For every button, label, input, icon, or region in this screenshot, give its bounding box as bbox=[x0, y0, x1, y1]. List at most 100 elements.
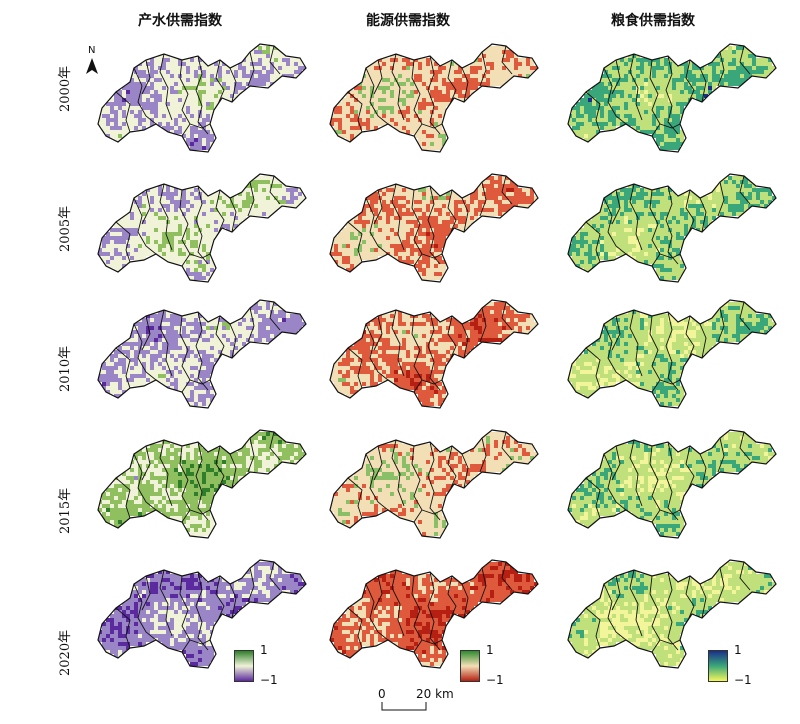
map-cell bbox=[530, 192, 534, 196]
map-cell bbox=[210, 216, 214, 220]
map-cell bbox=[346, 240, 350, 244]
map-cell bbox=[218, 74, 222, 78]
map-cell bbox=[608, 200, 612, 204]
map-cell bbox=[202, 386, 206, 390]
map-cell bbox=[744, 66, 748, 70]
map-cell bbox=[744, 208, 748, 212]
map-cell bbox=[600, 232, 604, 236]
map-cell bbox=[150, 98, 154, 102]
map-cell bbox=[186, 192, 190, 196]
map-cell bbox=[146, 228, 150, 232]
map-cell bbox=[692, 78, 696, 82]
map-cell bbox=[110, 126, 114, 130]
map-cell bbox=[202, 142, 206, 146]
map-cell bbox=[242, 212, 246, 216]
map-cell bbox=[186, 58, 190, 62]
map-cell bbox=[162, 122, 166, 126]
map-cell bbox=[394, 62, 398, 66]
map-cell bbox=[732, 78, 736, 82]
map-cell bbox=[470, 330, 474, 334]
map-cell bbox=[728, 54, 732, 58]
map-cell bbox=[390, 90, 394, 94]
map-cell bbox=[454, 90, 458, 94]
map-cell bbox=[122, 260, 126, 264]
map-cell bbox=[502, 66, 506, 70]
district-boundary bbox=[269, 45, 281, 75]
map-cell bbox=[194, 188, 198, 192]
map-cell bbox=[672, 122, 676, 126]
map-cell bbox=[266, 208, 270, 212]
map-cell bbox=[106, 362, 110, 366]
map-cell bbox=[454, 82, 458, 86]
map-cell bbox=[206, 212, 210, 216]
map-cell bbox=[660, 272, 664, 276]
map-cell bbox=[410, 192, 414, 196]
map-cell bbox=[158, 310, 162, 314]
map-cell bbox=[150, 58, 154, 62]
map-cell bbox=[150, 232, 154, 236]
map-cell bbox=[138, 240, 142, 244]
map-cell bbox=[672, 98, 676, 102]
map-cell bbox=[482, 62, 486, 66]
map-cell bbox=[668, 240, 672, 244]
map-cell bbox=[238, 74, 242, 78]
map-cell bbox=[210, 390, 214, 394]
map-cell bbox=[190, 350, 194, 354]
map-cell bbox=[226, 350, 230, 354]
map-cell bbox=[474, 216, 478, 220]
map-cell bbox=[194, 318, 198, 322]
map-cell bbox=[206, 244, 210, 248]
map-cell bbox=[190, 118, 194, 122]
map-cell bbox=[146, 106, 150, 110]
map-cell bbox=[246, 330, 250, 334]
map-cell bbox=[478, 196, 482, 200]
map-cell bbox=[418, 62, 422, 66]
map-cell bbox=[692, 208, 696, 212]
map-cell bbox=[426, 314, 430, 318]
map-cell bbox=[732, 70, 736, 74]
map-cell bbox=[660, 130, 664, 134]
map-cell bbox=[130, 228, 134, 232]
map-cell bbox=[398, 54, 402, 58]
map-cell bbox=[744, 184, 748, 188]
map-cell bbox=[716, 208, 720, 212]
map-cell bbox=[394, 326, 398, 330]
map-cell bbox=[644, 78, 648, 82]
map-cell bbox=[190, 362, 194, 366]
map-cell bbox=[680, 94, 684, 98]
map-cell bbox=[114, 138, 118, 142]
map-cell bbox=[676, 204, 680, 208]
map-cell bbox=[250, 310, 254, 314]
map-cell bbox=[98, 122, 102, 126]
map-cell bbox=[482, 326, 486, 330]
map-cell bbox=[588, 264, 592, 268]
map-cell bbox=[370, 334, 374, 338]
map-cell bbox=[242, 318, 246, 322]
map-cell bbox=[286, 58, 290, 62]
map-cell bbox=[230, 322, 234, 326]
map-cell bbox=[636, 212, 640, 216]
map-cell bbox=[202, 390, 206, 394]
map-cell bbox=[668, 138, 672, 142]
map-cell bbox=[526, 66, 530, 70]
map-cell bbox=[118, 228, 122, 232]
map-cell bbox=[194, 390, 198, 394]
map-cell bbox=[218, 322, 222, 326]
map-cell bbox=[182, 378, 186, 382]
map-cell bbox=[612, 90, 616, 94]
map-cell bbox=[294, 188, 298, 192]
map-cell bbox=[418, 78, 422, 82]
map-cell bbox=[498, 322, 502, 326]
map-cell bbox=[162, 188, 166, 192]
map-cell bbox=[198, 196, 202, 200]
map-cell bbox=[716, 70, 720, 74]
map-cell bbox=[142, 232, 146, 236]
map-cell bbox=[182, 78, 186, 82]
map-cell bbox=[186, 346, 190, 350]
map-cell bbox=[102, 382, 106, 386]
map-cell bbox=[442, 66, 446, 70]
map-cell bbox=[214, 220, 218, 224]
map-cell bbox=[198, 326, 202, 330]
map-cell bbox=[422, 196, 426, 200]
map-cell bbox=[394, 318, 398, 322]
